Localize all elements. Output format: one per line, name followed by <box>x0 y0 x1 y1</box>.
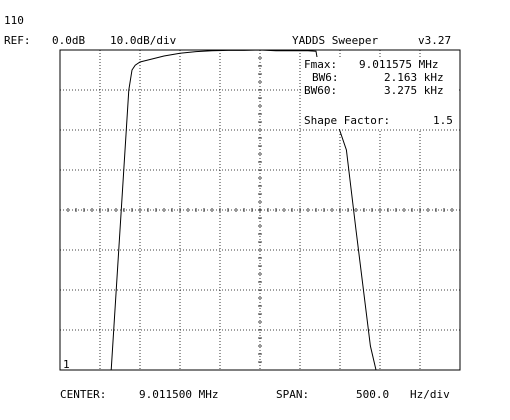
fmax-value: 9.011575 MHz <box>359 58 439 71</box>
shape-factor-value: 1.5 <box>433 114 453 127</box>
sweep-counter: 110 <box>4 14 24 27</box>
bw60-label: BW60: <box>304 84 338 97</box>
bw60-value: 3.275 kHz <box>384 84 444 97</box>
ref-label: REF: <box>4 34 31 47</box>
bw6-label: BW6: <box>312 71 339 84</box>
center-value: 9.011500 MHz <box>139 388 219 401</box>
app-version: v3.27 <box>418 34 452 47</box>
plot-grid <box>59 49 461 371</box>
fmax-label: Fmax: <box>304 58 338 71</box>
center-label: CENTER: <box>60 388 107 401</box>
span-unit: Hz/div <box>410 388 450 401</box>
frequency-response-trace <box>60 49 460 371</box>
trace-marker: 1 <box>63 358 70 371</box>
bw6-value: 2.163 kHz <box>384 71 444 84</box>
app-title: YADDS Sweeper <box>292 34 379 47</box>
scale-value: 10.0dB/div <box>110 34 177 47</box>
shape-factor-label: Shape Factor: <box>304 114 391 127</box>
span-value: 500.0 <box>356 388 390 401</box>
span-label: SPAN: <box>276 388 310 401</box>
ref-value: 0.0dB <box>52 34 86 47</box>
readout-panel-background <box>301 57 459 129</box>
